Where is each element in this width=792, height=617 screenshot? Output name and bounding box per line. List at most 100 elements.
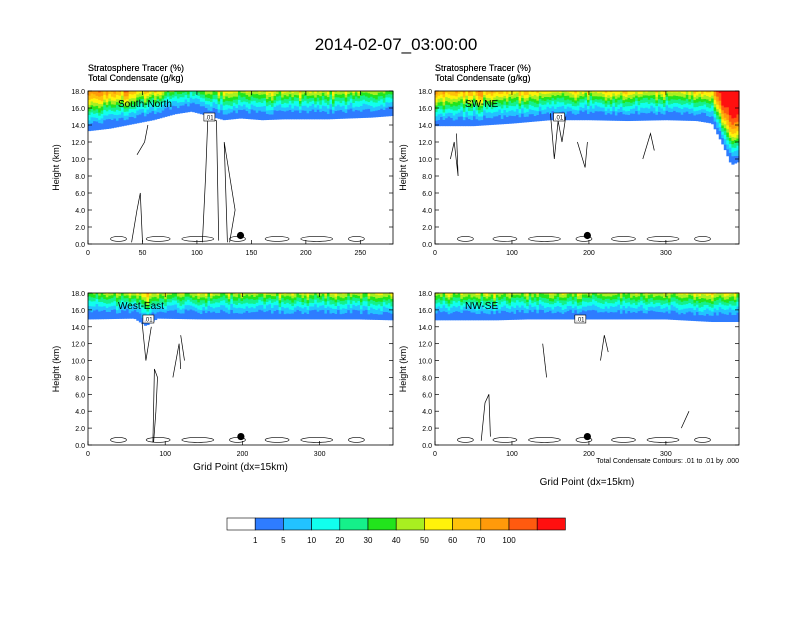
colorbar-label: 40 xyxy=(392,536,401,545)
colorbar-swatch xyxy=(340,518,368,530)
x-tick-label: 0 xyxy=(86,250,90,257)
y-axis-label: Height (km) xyxy=(51,144,61,191)
y-tick-label: 16.0 xyxy=(71,308,85,315)
contour-label: .01 xyxy=(205,116,214,122)
colorbar-label: 70 xyxy=(476,536,485,545)
x-tick-label: 250 xyxy=(354,250,366,257)
x-tick-label: 0 xyxy=(433,250,437,257)
y-tick-label: 8.0 xyxy=(75,375,85,382)
y-tick-label: 4.0 xyxy=(422,208,432,215)
y-tick-label: 4.0 xyxy=(75,409,85,416)
y-tick-label: 18.0 xyxy=(71,291,85,298)
y-tick-label: 14.0 xyxy=(71,325,85,332)
y-tick-label: 18.0 xyxy=(418,89,432,96)
colorbar-label: 1 xyxy=(253,536,258,545)
y-tick-label: 14.0 xyxy=(71,123,85,130)
panel-sw-ne: Stratosphere Tracer (%)Total Condensate … xyxy=(398,63,740,257)
x-tick-label: 100 xyxy=(159,451,171,458)
colorbar-label: 30 xyxy=(364,536,373,545)
colorbar-label: 20 xyxy=(335,536,344,545)
y-tick-label: 10.0 xyxy=(71,359,85,366)
colorbar-swatch xyxy=(424,518,452,530)
y-tick-label: 18.0 xyxy=(71,89,85,96)
colorbar-swatch xyxy=(396,518,424,530)
panel-name: SW-NE xyxy=(465,99,498,110)
colorbar-swatch xyxy=(509,518,537,530)
y-tick-label: 10.0 xyxy=(71,157,85,164)
panel-header-condensate: Total Condensate (g/kg) xyxy=(435,73,531,83)
panel-name: West-East xyxy=(118,301,164,312)
x-tick-label: 300 xyxy=(660,451,672,458)
site-marker xyxy=(584,433,591,440)
y-tick-label: 6.0 xyxy=(75,392,85,399)
contour-label: .01 xyxy=(144,318,153,324)
y-tick-label: 4.0 xyxy=(422,409,432,416)
y-tick-label: 12.0 xyxy=(418,342,432,349)
x-tick-label: 0 xyxy=(433,451,437,458)
colorbar-swatch xyxy=(453,518,481,530)
x-axis-label: Grid Point (dx=15km) xyxy=(540,477,635,488)
y-tick-label: 4.0 xyxy=(75,208,85,215)
colorbar-swatch xyxy=(481,518,509,530)
x-tick-label: 300 xyxy=(314,451,326,458)
panel-header-condensate: Total Condensate (g/kg) xyxy=(88,73,184,83)
panel-header-tracer: Stratosphere Tracer (%) xyxy=(88,63,184,73)
contour-note: Total Condensate Contours: .01 to .01 by… xyxy=(596,458,739,465)
y-axis-label: Height (km) xyxy=(398,144,408,191)
y-tick-label: 0.0 xyxy=(75,443,85,450)
y-tick-label: 18.0 xyxy=(418,291,432,298)
y-tick-label: 6.0 xyxy=(422,392,432,399)
x-axis-label: Grid Point (dx=15km) xyxy=(193,462,288,473)
site-marker xyxy=(237,433,244,440)
colorbar-swatch xyxy=(312,518,340,530)
site-marker xyxy=(237,232,244,239)
colorbar-swatch xyxy=(227,518,255,530)
colorbar-label: 60 xyxy=(448,536,457,545)
y-axis-label: Height (km) xyxy=(398,346,408,393)
x-tick-label: 150 xyxy=(246,250,258,257)
site-marker xyxy=(584,232,591,239)
panel-south-north: Stratosphere Tracer (%)Total Condensate … xyxy=(51,63,394,257)
contour-label: .01 xyxy=(576,318,585,324)
y-tick-label: 10.0 xyxy=(418,359,432,366)
colorbar-label: 10 xyxy=(307,536,316,545)
x-tick-label: 200 xyxy=(583,451,595,458)
colorbar-swatch xyxy=(255,518,283,530)
y-tick-label: 2.0 xyxy=(75,426,85,433)
y-tick-label: 12.0 xyxy=(71,342,85,349)
panel-name: NW-SE xyxy=(465,301,498,312)
y-tick-label: 2.0 xyxy=(422,426,432,433)
x-tick-label: 200 xyxy=(583,250,595,257)
x-tick-label: 200 xyxy=(300,250,312,257)
y-tick-label: 8.0 xyxy=(75,174,85,181)
y-tick-label: 14.0 xyxy=(418,325,432,332)
panel-name: South-North xyxy=(118,99,172,110)
y-tick-label: 12.0 xyxy=(71,140,85,147)
x-tick-label: 100 xyxy=(191,250,203,257)
y-tick-label: 2.0 xyxy=(422,225,432,232)
x-tick-label: 300 xyxy=(660,250,672,257)
colorbar-label: 5 xyxy=(281,536,286,545)
y-tick-label: 0.0 xyxy=(422,242,432,249)
y-tick-label: 16.0 xyxy=(418,106,432,113)
y-tick-label: 12.0 xyxy=(418,140,432,147)
y-tick-label: 0.0 xyxy=(422,443,432,450)
y-tick-label: 14.0 xyxy=(418,123,432,130)
y-tick-label: 0.0 xyxy=(75,242,85,249)
y-tick-label: 8.0 xyxy=(422,174,432,181)
x-tick-label: 100 xyxy=(506,451,518,458)
y-axis-label: Height (km) xyxy=(51,346,61,393)
y-tick-label: 16.0 xyxy=(418,308,432,315)
y-tick-label: 8.0 xyxy=(422,375,432,382)
panels: Stratosphere Tracer (%)Total Condensate … xyxy=(51,63,740,488)
colorbar-swatch xyxy=(283,518,311,530)
colorbar-swatch xyxy=(537,518,565,530)
y-tick-label: 6.0 xyxy=(75,191,85,198)
y-tick-label: 16.0 xyxy=(71,106,85,113)
y-tick-label: 6.0 xyxy=(422,191,432,198)
x-tick-label: 200 xyxy=(237,451,249,458)
panel-header-tracer: Stratosphere Tracer (%) xyxy=(435,63,531,73)
